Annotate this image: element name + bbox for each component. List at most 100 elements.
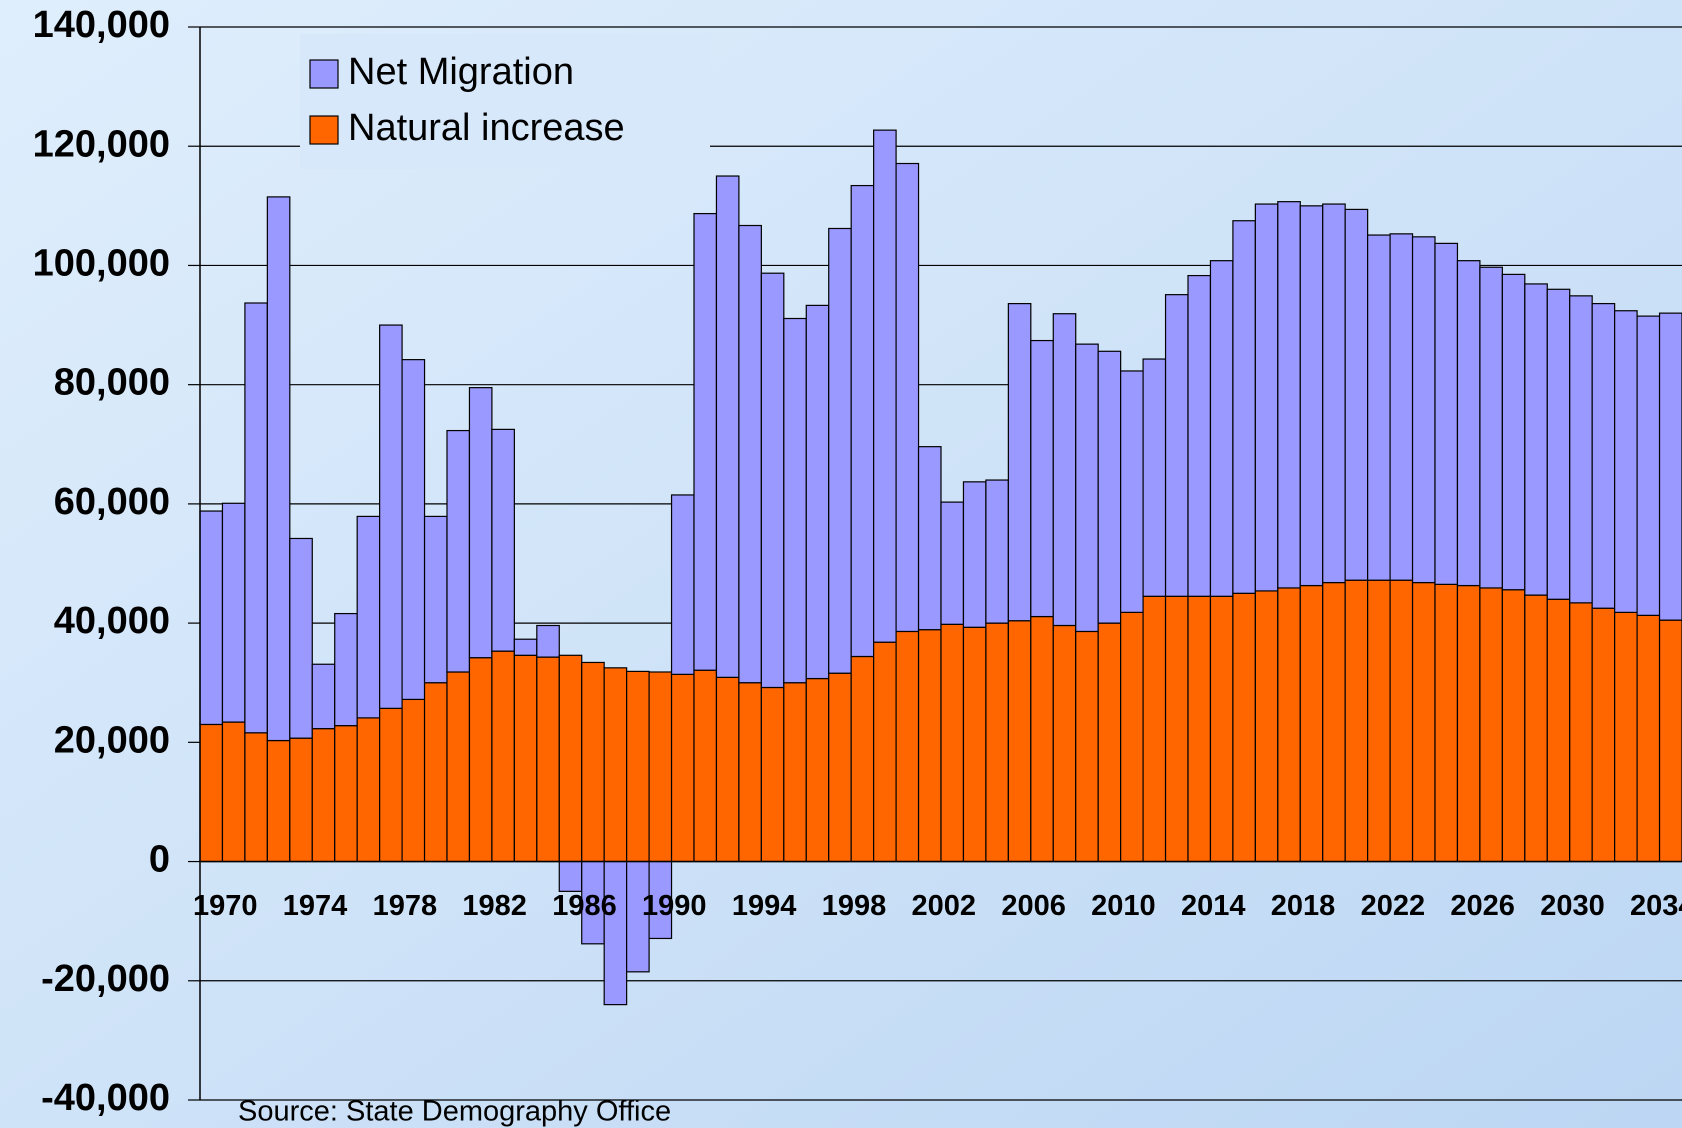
bar — [1097, 622, 1122, 863]
x-tick-label: 1978 — [373, 890, 438, 922]
bar — [356, 717, 381, 863]
bar — [491, 650, 515, 863]
bar — [1232, 220, 1256, 594]
x-tick-label: 2010 — [1091, 890, 1156, 922]
bar — [828, 227, 852, 674]
bar — [1411, 236, 1436, 584]
bar — [1299, 205, 1324, 587]
bar — [895, 162, 920, 633]
bar — [693, 212, 718, 671]
bar — [805, 677, 830, 863]
bar — [1030, 615, 1054, 863]
bar — [1658, 619, 1682, 863]
bar — [1277, 587, 1301, 863]
y-tick-label: 120,000 — [33, 123, 170, 165]
bar — [715, 676, 740, 863]
legend-label: Natural increase — [348, 107, 625, 149]
x-tick-label: 2018 — [1271, 890, 1336, 922]
bar — [1524, 283, 1548, 596]
bar — [1322, 203, 1346, 584]
bar — [1142, 595, 1167, 863]
bar — [1164, 294, 1189, 597]
bar — [873, 641, 897, 863]
bar — [1344, 208, 1369, 581]
bar — [356, 515, 381, 719]
bar — [1209, 260, 1234, 597]
bar — [850, 184, 875, 658]
bar — [1456, 584, 1481, 863]
bar — [423, 682, 448, 863]
bar — [1524, 594, 1548, 863]
bar — [1007, 302, 1032, 622]
x-tick-label: 2026 — [1450, 890, 1515, 922]
legend-swatch — [309, 115, 339, 145]
bar — [221, 721, 246, 863]
bar — [423, 515, 448, 684]
bar — [536, 624, 560, 658]
bar — [581, 661, 605, 863]
bar — [1007, 620, 1032, 863]
bar — [1636, 315, 1661, 616]
bar — [962, 481, 987, 628]
bar — [760, 272, 785, 689]
bar — [1254, 590, 1279, 863]
bar — [738, 682, 762, 863]
bar — [1501, 273, 1526, 591]
bar — [311, 728, 336, 863]
bar — [199, 723, 224, 863]
bar — [401, 698, 426, 863]
bar — [1344, 579, 1369, 863]
bar — [1389, 579, 1414, 863]
x-tick-label: 1990 — [642, 890, 707, 922]
bar — [1389, 233, 1414, 581]
bar — [311, 663, 336, 730]
bar — [1636, 614, 1661, 863]
x-tick-label: 1986 — [552, 890, 617, 922]
bar — [1299, 584, 1324, 863]
y-tick-label: 140,000 — [33, 4, 170, 46]
x-tick-label: 2002 — [912, 890, 977, 922]
bar — [558, 654, 583, 863]
bar — [603, 667, 628, 863]
bar — [1501, 589, 1526, 863]
bar — [1030, 339, 1054, 618]
bar — [1209, 595, 1234, 863]
bar — [1479, 266, 1503, 589]
y-tick-label: 0 — [149, 839, 170, 881]
bar — [962, 626, 987, 863]
x-tick-label: 2030 — [1540, 890, 1605, 922]
bar — [1232, 592, 1256, 863]
bar — [244, 302, 268, 734]
axes: -40,000 -20,000 0 20,000 40,000 60,000 80,000 1… — [33, 4, 1682, 1119]
y-tick-label: 80,000 — [54, 362, 170, 404]
bar — [805, 304, 830, 680]
bar — [244, 732, 268, 863]
bar — [446, 429, 471, 673]
bar — [1187, 274, 1212, 597]
bar — [1052, 624, 1077, 863]
bar — [491, 428, 515, 652]
bar — [1591, 607, 1616, 863]
bar — [1120, 370, 1144, 613]
bar — [1434, 583, 1459, 863]
bar — [289, 537, 313, 739]
bar — [379, 324, 403, 709]
bar — [626, 670, 650, 863]
bar — [379, 707, 403, 863]
bar — [513, 638, 538, 656]
bar — [693, 669, 718, 863]
bar — [1164, 595, 1189, 863]
bar — [1367, 234, 1391, 581]
bar — [1456, 260, 1481, 587]
bar — [1075, 343, 1099, 633]
bar — [783, 682, 807, 863]
bar — [1434, 242, 1459, 585]
bar — [1546, 598, 1571, 863]
legend-swatch — [309, 59, 339, 89]
bar — [917, 629, 942, 863]
bar — [1614, 611, 1638, 863]
bar — [289, 737, 313, 863]
bar — [917, 446, 942, 631]
legend-background — [300, 34, 710, 169]
